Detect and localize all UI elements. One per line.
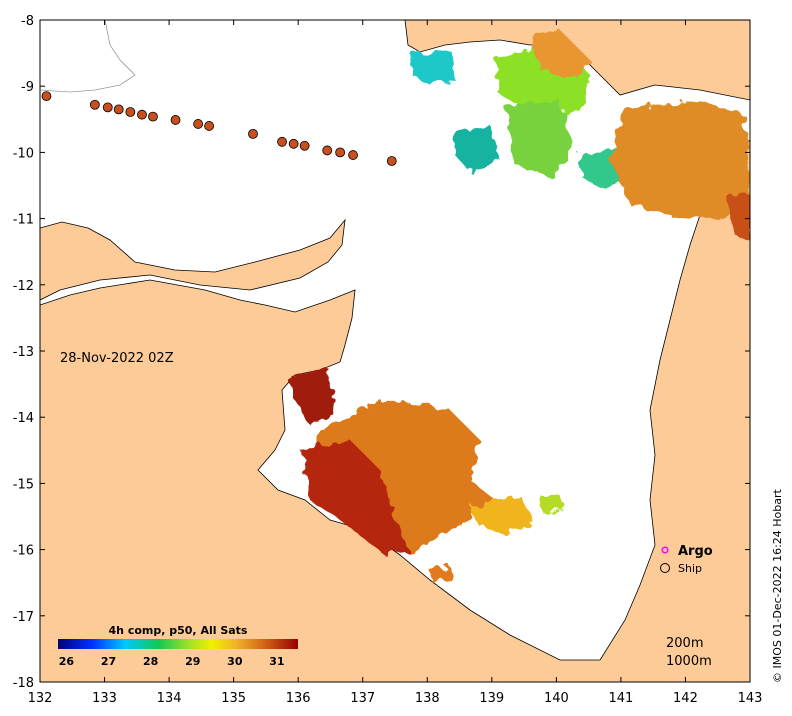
ship-track	[41, 91, 397, 166]
sst-patch-south-small	[430, 565, 452, 582]
x-tick-label: 142	[673, 691, 698, 706]
colorbar-tick-label: 31	[269, 655, 284, 668]
sst-patch-south-yellow	[470, 495, 535, 535]
ship-track-point	[170, 115, 181, 125]
x-tick-label: 137	[350, 691, 375, 706]
x-tick-label: 133	[92, 691, 117, 706]
y-axis: -8 -9 -10 -11 -12 -13 -14 -15 -16 -17 -18	[13, 14, 750, 691]
ship-track-point	[125, 107, 136, 117]
x-tick-label: 134	[157, 691, 182, 706]
ship-legend-marker	[660, 563, 670, 573]
sst-patch-east-orange	[610, 100, 750, 220]
colorbar-tick-label: 30	[227, 655, 243, 668]
x-tick-label: 136	[286, 691, 311, 706]
sst-patch-east-red	[725, 195, 750, 240]
ship-track-point	[113, 104, 124, 115]
argo-legend-marker	[661, 546, 669, 554]
ship-track-point	[41, 91, 52, 102]
land-wessel	[40, 218, 346, 301]
colorbar-tick-label: 29	[185, 655, 200, 668]
ship-track-point	[193, 119, 204, 129]
colorbar: 4h comp, p50, All Sats 26 27 28 29 30 31	[58, 624, 298, 668]
ship-track-point	[386, 156, 397, 166]
x-tick-label: 139	[479, 691, 504, 706]
colorbar-ticks: 26 27 28 29 30 31	[59, 655, 285, 668]
ship-track-point	[248, 128, 258, 139]
ship-legend-label: Ship	[678, 562, 702, 575]
y-tick-label: -16	[13, 544, 34, 559]
ship-track-point	[322, 145, 333, 156]
x-axis: 132 133 134 135 136 137 138 139 140 141 142 143	[28, 20, 763, 706]
y-tick-label: -17	[13, 610, 34, 625]
ship-track-point	[277, 136, 287, 147]
ship-track-point	[137, 109, 147, 120]
track-legend: Argo Ship	[660, 544, 713, 575]
x-tick-label: 143	[738, 691, 763, 706]
y-tick-label: -15	[13, 477, 34, 492]
x-tick-label: 140	[544, 691, 569, 706]
y-tick-label: -14	[13, 411, 34, 426]
sst-patch-central-teal	[455, 125, 500, 172]
ship-track-point	[299, 140, 310, 151]
sst-patch-south-green	[540, 495, 562, 512]
sst-patch-south-red	[300, 440, 410, 555]
depth-label-200m: 200m	[666, 636, 703, 651]
ship-track-point	[204, 121, 215, 131]
x-tick-label: 141	[608, 691, 633, 706]
y-tick-label: -11	[13, 213, 34, 228]
y-tick-label: -18	[13, 676, 34, 691]
y-tick-label: -12	[13, 279, 34, 294]
ship-track-point	[348, 150, 358, 160]
y-tick-label: -8	[21, 14, 34, 29]
sst-patch-north-orange	[530, 30, 590, 80]
argo-legend-label: Argo	[678, 544, 713, 559]
sst-patch-north-blue	[410, 50, 455, 85]
sst-patch-central-green	[505, 100, 575, 178]
colorbar-gradient	[58, 639, 298, 649]
colorbar-tick-label: 28	[143, 655, 158, 668]
ship-track-point	[102, 102, 113, 113]
depth-label-1000m: 1000m	[666, 654, 712, 669]
ship-track-point	[335, 147, 346, 158]
colorbar-title: 4h comp, p50, All Sats	[109, 624, 248, 637]
ship-track-point	[89, 99, 100, 110]
colorbar-tick-label: 27	[101, 655, 116, 668]
x-tick-label: 135	[221, 691, 246, 706]
ship-track-point	[288, 138, 299, 149]
y-tick-label: -9	[21, 80, 34, 95]
sst-layer	[290, 30, 750, 582]
sst-patch-south-darkred	[290, 370, 335, 425]
coast-outline-nw	[40, 20, 136, 93]
date-label: 28-Nov-2022 02Z	[60, 351, 174, 366]
x-tick-label: 132	[28, 691, 53, 706]
imos-credit: © IMOS 01-Dec-2022 16:24 Hobart	[771, 488, 784, 683]
y-tick-label: -13	[13, 345, 34, 360]
ship-track-point	[148, 111, 158, 122]
x-tick-label: 138	[415, 691, 440, 706]
colorbar-tick-label: 26	[59, 655, 75, 668]
y-tick-label: -10	[13, 146, 34, 161]
